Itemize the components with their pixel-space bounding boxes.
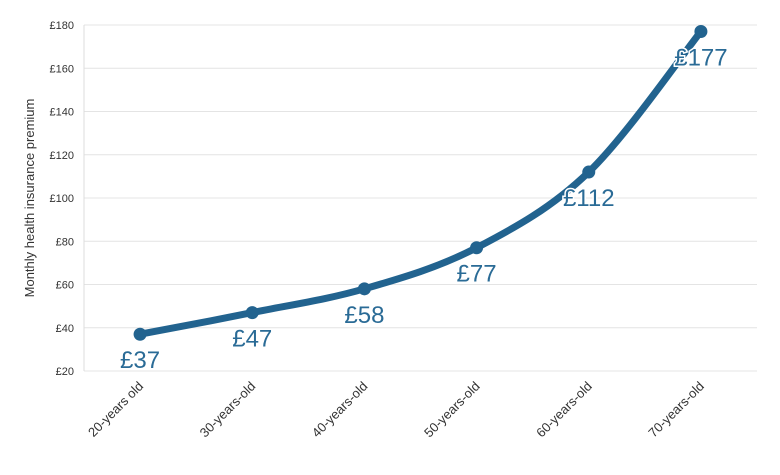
data-label: £77 [457,261,497,288]
data-point [470,241,484,255]
y-tick-label: £120 [50,150,74,162]
data-point [357,282,371,296]
data-label: £112 [563,185,615,212]
data-label: £37 [120,347,160,374]
data-point [694,24,708,38]
y-tick-label: £40 [56,323,74,335]
y-tick-label: £180 [50,20,74,32]
data-label: £177 [674,44,727,71]
y-tick-label: £60 [56,280,74,292]
y-tick-label: £100 [50,193,74,205]
x-tick-label: 20-years old [85,379,146,440]
x-tick-label: 50-years-old [421,379,483,441]
data-point [245,306,259,320]
y-tick-label: £80 [56,236,74,248]
data-point [582,165,596,179]
data-label: £58 [344,302,384,329]
y-tick-label: £160 [50,63,74,75]
y-axis-label: Monthly health insurance premium [22,99,37,298]
x-tick-label: 40-years-old [309,379,371,441]
x-tick-label: 60-years-old [533,379,595,441]
y-tick-label: £140 [50,107,74,119]
data-label: £47 [232,326,272,353]
x-tick-label: 70-years-old [645,379,707,441]
y-tick-label: £20 [56,366,74,378]
x-tick-label: 30-years-old [197,379,259,441]
series-line [136,27,705,338]
data-point [133,327,147,341]
